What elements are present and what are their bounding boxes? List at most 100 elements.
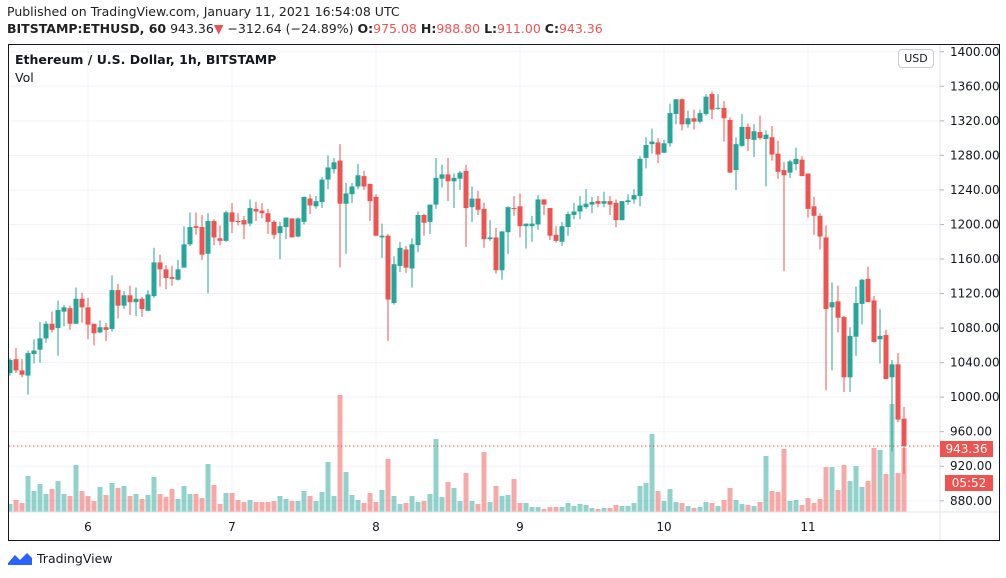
volume-bar	[469, 501, 475, 512]
volume-bar	[745, 505, 751, 512]
candle-body	[745, 126, 751, 139]
volume-bar	[457, 501, 463, 512]
volume-bar	[313, 501, 319, 512]
legend-volume: Vol	[15, 70, 34, 85]
volume-bar	[127, 496, 133, 512]
bar-countdown-label: 05:52	[945, 475, 993, 491]
price-axis[interactable]: 880.00 920.00 960.00 1000.00 1040.00 1080.00 1…	[940, 45, 1000, 508]
volume-bar	[217, 504, 223, 512]
volume-bar	[205, 464, 211, 512]
volume-bar	[721, 500, 727, 512]
candle-body	[97, 327, 103, 333]
candle-body	[853, 303, 859, 337]
volume-bar	[445, 482, 451, 512]
volume-bar	[9, 504, 13, 512]
candle-body	[181, 244, 187, 268]
candle-body	[619, 201, 625, 221]
volume-bar	[139, 499, 145, 512]
candle-body	[871, 300, 877, 342]
volume-bar	[157, 494, 163, 512]
volume-bar	[85, 496, 91, 512]
volume-bar	[67, 496, 73, 512]
volume-bar	[247, 500, 253, 512]
volume-bar	[877, 450, 883, 512]
candle-body	[49, 323, 55, 330]
volume-bar	[715, 506, 721, 512]
y-tick-label: 1080.00	[950, 321, 1000, 335]
volume-bar	[397, 504, 403, 512]
candle-body	[895, 364, 901, 420]
volume-bar	[607, 508, 613, 512]
candles	[9, 91, 907, 475]
volume-bar	[133, 494, 139, 512]
time-axis[interactable]: 6 7 8 9 10 11	[84, 520, 815, 534]
candle-body	[883, 334, 889, 380]
low-value: 911.00	[497, 21, 541, 36]
candle-body	[613, 202, 619, 221]
candle-body	[283, 217, 289, 228]
candle-body	[667, 113, 673, 144]
candle-body	[643, 145, 649, 158]
volume-bar	[235, 500, 241, 512]
volume-bar	[757, 502, 763, 512]
candle-body	[631, 195, 637, 200]
candle-body	[637, 158, 643, 196]
candle-body	[565, 214, 571, 228]
volume-bar	[277, 496, 283, 512]
candle-body	[325, 167, 331, 180]
volume-bar	[703, 502, 709, 512]
volume-bar	[115, 488, 121, 512]
candle-body	[43, 323, 49, 339]
candle-body	[493, 237, 499, 271]
grid	[9, 45, 940, 512]
candle-body	[709, 94, 715, 110]
down-arrow-icon: ▼	[213, 21, 224, 36]
candle-body	[187, 227, 193, 245]
volume-bar	[301, 491, 307, 512]
candle-body	[61, 307, 67, 312]
candle-body	[361, 176, 367, 187]
volume-bar	[625, 506, 631, 512]
volume-bar	[859, 487, 865, 512]
candle-body	[31, 350, 37, 354]
candle-body	[511, 208, 517, 210]
volume-bar	[73, 465, 79, 512]
volume-bar	[283, 499, 289, 512]
volume-bar	[613, 505, 619, 512]
currency-button[interactable]: USD	[898, 49, 934, 68]
tradingview-logo-icon	[8, 553, 32, 565]
volume-bar	[847, 481, 853, 512]
candle-body	[139, 298, 145, 310]
volume-bar	[547, 507, 553, 512]
tradingview-logo[interactable]: TradingView	[7, 550, 113, 566]
candle-body	[661, 143, 667, 153]
candle-body	[655, 142, 661, 155]
candle-body	[811, 206, 817, 216]
candle-body	[781, 170, 787, 176]
volume-bar	[79, 491, 85, 512]
last-price: 943.36	[170, 21, 214, 36]
volume-bar	[361, 503, 367, 512]
volume-bar	[19, 503, 25, 512]
candle-body	[487, 237, 493, 240]
candle-body	[433, 177, 439, 205]
volume-bar	[433, 439, 439, 512]
volume-bar	[403, 503, 409, 512]
y-tick-label: 1040.00	[950, 356, 1000, 370]
y-tick-label: 1000.00	[950, 390, 1000, 404]
volume-bar	[865, 481, 871, 512]
volume-bar	[175, 499, 181, 512]
y-tick-label: 1160.00	[950, 252, 1000, 266]
open-value: 975.08	[373, 21, 417, 36]
volume-bar	[199, 498, 205, 512]
volume-bar	[799, 505, 805, 512]
y-tick-label: 1240.00	[950, 183, 1000, 197]
volume-bar	[121, 486, 127, 512]
volume-bar	[511, 479, 517, 512]
candle-body	[253, 208, 259, 212]
candle-body	[349, 186, 355, 195]
volume-bar	[163, 497, 169, 512]
volume-bar	[541, 509, 547, 512]
volume-bar	[505, 495, 511, 512]
